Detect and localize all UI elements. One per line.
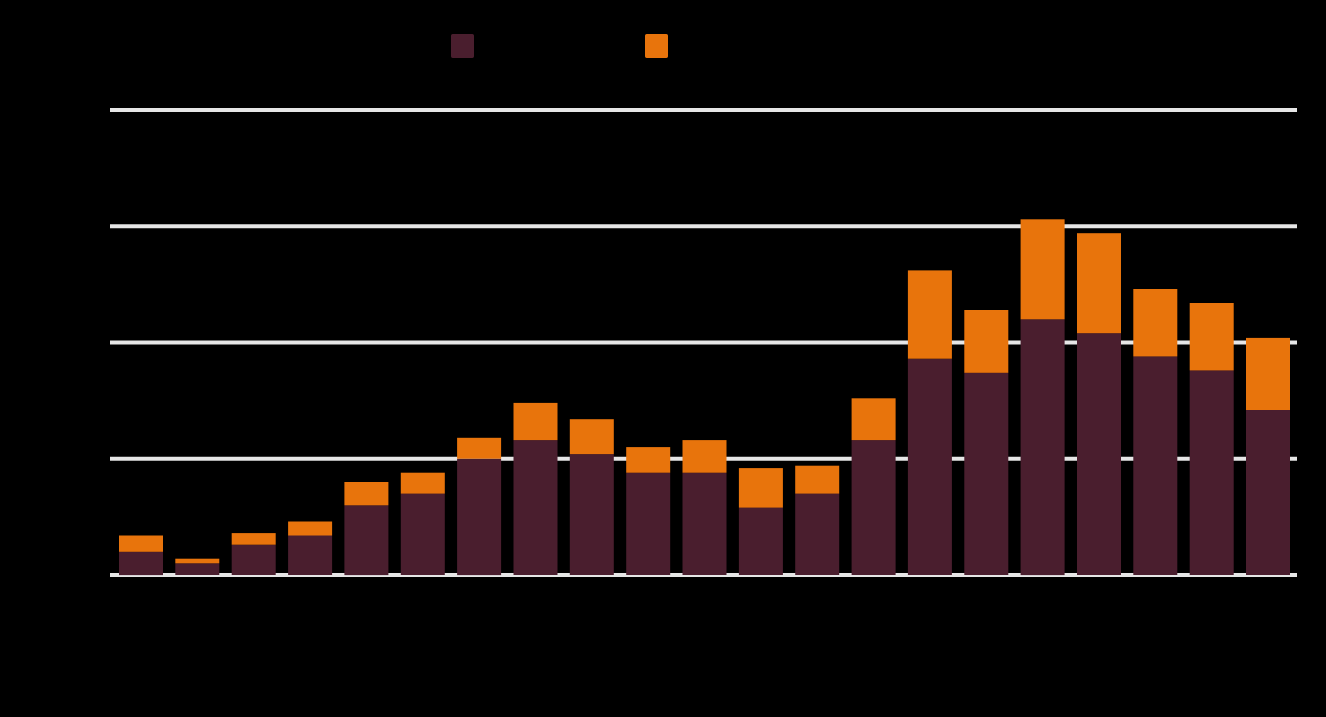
bar-series2-3	[231, 533, 276, 545]
bar-series1-16	[964, 372, 1009, 575]
bar-series2-19	[1133, 289, 1178, 357]
bar-series1-3	[231, 544, 276, 575]
bar-series2-17	[1020, 219, 1065, 320]
bar-series2-13	[795, 465, 840, 494]
bar-series1-2	[175, 563, 220, 575]
bar-series1-7	[457, 458, 502, 576]
bar-series1-1	[119, 551, 163, 576]
bar-series2-4	[288, 521, 333, 536]
bar-series2-15	[907, 270, 952, 359]
bar-series1-6	[400, 493, 445, 575]
bar-series1-4	[288, 535, 333, 575]
bar-series2-1	[119, 535, 163, 552]
bar-series1-17	[1020, 319, 1065, 576]
bar-series2-16	[964, 310, 1009, 373]
legend-swatch-series2	[645, 34, 668, 58]
bar-series2-6	[400, 472, 445, 494]
bar-series2-21	[1246, 337, 1290, 410]
bar-series1-9	[569, 454, 614, 575]
bar-series2-18	[1077, 233, 1121, 334]
bar-series1-10	[626, 472, 671, 575]
bar-series2-20	[1189, 303, 1234, 371]
bar-series2-2	[175, 558, 220, 564]
bar-series1-5	[344, 505, 389, 576]
bar-series2-5	[344, 482, 389, 506]
bar-series2-11	[682, 440, 727, 473]
legend	[451, 34, 668, 58]
legend-swatch-series1	[451, 34, 474, 58]
bar-series1-21	[1246, 409, 1290, 575]
bar-series1-8	[513, 440, 558, 575]
bar-series2-12	[738, 468, 783, 508]
bar-series2-7	[457, 437, 502, 459]
bar-series2-14	[851, 398, 896, 441]
bar-series1-20	[1189, 370, 1234, 575]
bar-series1-19	[1133, 356, 1178, 575]
bar-series2-10	[626, 447, 671, 473]
bar-series2-8	[513, 402, 558, 441]
bar-series1-14	[851, 440, 896, 575]
bar-series1-18	[1077, 333, 1121, 575]
bar-series1-11	[682, 472, 727, 575]
bar-series2-9	[569, 419, 614, 455]
bars	[119, 219, 1290, 576]
bar-series1-13	[795, 493, 840, 575]
bar-series1-15	[907, 358, 952, 575]
bar-series1-12	[738, 507, 783, 575]
